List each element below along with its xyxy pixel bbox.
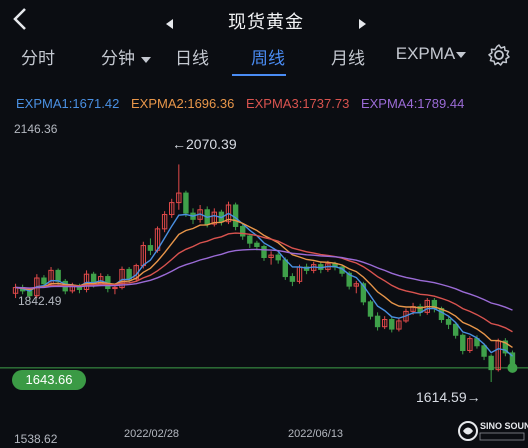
candle-body <box>240 225 246 237</box>
x-label-2: 2022/06/13 <box>288 428 344 440</box>
candle-body <box>161 214 168 230</box>
candle-body <box>346 272 352 287</box>
candle-body <box>112 287 118 290</box>
candle-body <box>460 334 466 352</box>
tab-daily[interactable]: 日线 <box>172 44 212 68</box>
legend-expma3: EXPMA3:1737.73 <box>245 96 350 111</box>
candle-body <box>367 301 374 317</box>
tab-minute[interactable]: 分钟 <box>94 44 158 68</box>
back-chevron-icon[interactable] <box>8 6 34 32</box>
candle-body <box>232 204 239 227</box>
candle-body <box>176 192 182 204</box>
x-label-1: 2022/02/28 <box>124 428 180 440</box>
candle-body <box>275 254 281 261</box>
candle-body <box>147 245 154 251</box>
candle-body <box>268 254 274 258</box>
tab-label: 周线 <box>251 49 285 68</box>
expma1-line <box>15 212 513 357</box>
high-marker-label: ←2070.39 <box>172 136 237 152</box>
low-value: 1614.59 <box>416 389 467 405</box>
candle-body <box>126 268 132 280</box>
candle-body <box>374 315 381 328</box>
candle-body <box>211 211 218 225</box>
expma3-line <box>15 232 513 333</box>
tab-label: EXPMA <box>395 44 456 63</box>
prev-arrow-icon[interactable] <box>166 19 173 29</box>
legend-expma4: EXPMA4:1789.44 <box>360 96 465 111</box>
gear-icon[interactable] <box>486 42 512 68</box>
legend-expma1: EXPMA1:1671.42 <box>16 96 120 111</box>
candle-body <box>254 242 260 248</box>
tab-indicator[interactable]: EXPMA <box>392 44 470 68</box>
low-marker-label: 1614.59→ <box>416 389 481 405</box>
chevron-down-icon <box>141 56 151 63</box>
candle-body <box>282 259 288 278</box>
high-value: 2070.39 <box>186 136 237 152</box>
tab-weekly[interactable]: 周线 <box>248 44 288 68</box>
tab-label: 分时 <box>21 49 55 68</box>
tab-label: 日线 <box>175 49 209 68</box>
legend-expma2: EXPMA2:1696.36 <box>130 96 235 111</box>
chevron-down-icon <box>456 51 467 58</box>
candle-body <box>225 204 232 223</box>
candle-body <box>169 202 175 216</box>
candle-body <box>261 246 267 258</box>
candle-body <box>353 283 359 287</box>
candle-body <box>360 283 367 303</box>
svg-text:SINO SOUND: SINO SOUND <box>480 421 528 431</box>
candle-body <box>452 323 459 336</box>
candle-body <box>119 268 125 289</box>
tab-intraday[interactable]: 分时 <box>18 44 58 68</box>
top-bar: 现货黄金 <box>0 0 528 38</box>
title-nav: 现货黄金 <box>160 0 372 38</box>
crosshair-value-label: 1842.49 <box>18 294 62 308</box>
candle-body <box>381 319 388 328</box>
tab-label: 分钟 <box>101 49 135 68</box>
page-title: 现货黄金 <box>228 12 304 32</box>
indicator-legend: EXPMA1:1671.42 EXPMA2:1696.36 EXPMA3:173… <box>16 96 528 114</box>
tab-monthly[interactable]: 月线 <box>328 44 368 68</box>
candle-body <box>247 235 253 244</box>
candlestick-chart[interactable] <box>0 118 528 428</box>
expma4-line <box>15 248 513 311</box>
expma2-line <box>15 218 513 348</box>
active-tab-indicator <box>232 74 286 76</box>
candle-body <box>467 338 473 352</box>
candle-body <box>41 277 47 285</box>
y-max-label: 2146.36 <box>14 122 58 136</box>
period-tabs: 分时 分钟 日线 周线 月线 EXPMA <box>0 38 528 76</box>
candle-body <box>502 340 509 354</box>
tab-label: 月线 <box>331 49 365 68</box>
candle-body <box>481 345 487 357</box>
next-arrow-icon[interactable] <box>359 19 366 29</box>
sino-sound-logo: SINO SOUND <box>458 421 528 441</box>
candle-body <box>445 319 452 325</box>
candle-body <box>389 319 395 330</box>
current-price-badge[interactable]: 1643.66 <box>12 370 86 390</box>
candle-body <box>396 320 402 330</box>
candle-body <box>289 276 296 282</box>
current-price-dot <box>507 362 518 373</box>
candle-body <box>488 355 494 371</box>
candle-body <box>183 192 189 214</box>
y-min-label: 1538.62 <box>14 432 58 446</box>
candle-body <box>55 269 61 282</box>
